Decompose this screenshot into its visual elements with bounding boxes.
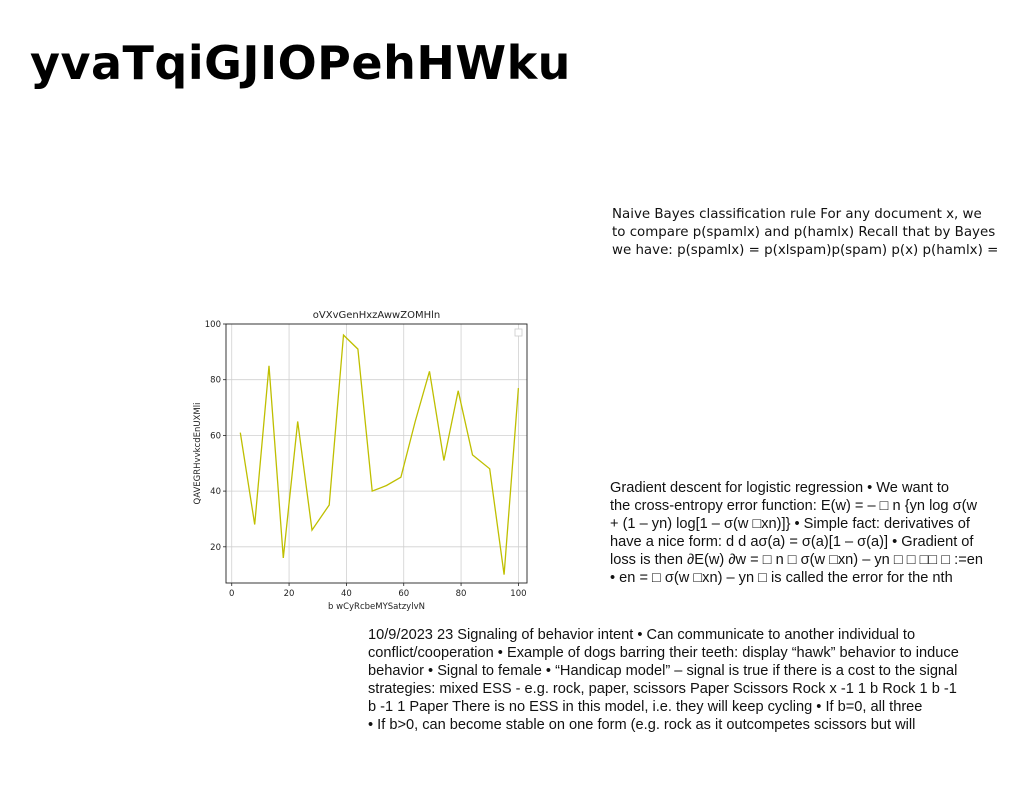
text-block-signaling: 10/9/2023 23 Signaling of behavior inten… — [368, 626, 1020, 734]
y-tick-label: 20 — [210, 543, 221, 553]
y-tick-label: 80 — [210, 376, 221, 386]
page-title: yvaTqiGJIOPehHWku — [30, 36, 571, 90]
text-line: to compare p(spamlx) and p(hamlx) Recall… — [612, 225, 996, 240]
series-line-0 — [239, 333, 520, 575]
x-tick-label: 60 — [398, 589, 409, 599]
text-line: Gradient descent for logistic regression… — [610, 480, 950, 496]
text-line: b -1 1 Paper There is no ESS in this mod… — [368, 699, 923, 715]
text-line: 10/9/2023 23 Signaling of behavior inten… — [368, 627, 916, 643]
text-line: the cross-entropy error function: E(w) =… — [610, 498, 978, 514]
text-block-naive-bayes: Naive Bayes classification rule For any … — [612, 206, 1012, 260]
text-line: have a nice form: d d aσ(a) = σ(a)[1 – σ… — [610, 534, 974, 550]
text-line: • If b>0, can become stable on one form … — [368, 717, 916, 733]
x-tick-label: 20 — [284, 589, 295, 599]
chart-title: oVXvGenHxzAwwZOMHln — [313, 310, 440, 321]
y-tick-label: 40 — [210, 487, 221, 497]
text-line: strategies: mixed ESS - e.g. rock, paper… — [368, 681, 957, 697]
text-line: behavior • Signal to female • “Handicap … — [368, 663, 958, 679]
x-axis-label: b wCyRcbeMYSatzylvN — [328, 602, 425, 612]
text-line: • en = □ σ(w □xn) – yn □ is called the e… — [610, 570, 953, 586]
text-line: + (1 – yn) log[1 – σ(w □xn)]} • Simple f… — [610, 516, 970, 532]
y-tick-label: 60 — [210, 431, 221, 441]
x-tick-label: 100 — [510, 589, 526, 599]
y-tick-label: 100 — [205, 320, 221, 330]
line-chart: 0 20 40 60 80 100 20 40 60 80 100 oVXvGenHxzAwwZOMH… — [193, 310, 528, 612]
plot-frame — [225, 323, 528, 584]
x-tick-label: 80 — [456, 589, 467, 599]
legend-box — [514, 328, 523, 337]
text-line: Naive Bayes classification rule For any … — [612, 207, 982, 222]
x-tick-label: 0 — [229, 589, 234, 599]
plot-area — [226, 324, 527, 583]
y-axis-label: QAVEGRHvvkcdEnUXMli — [193, 403, 203, 505]
x-tick-label: 40 — [341, 589, 352, 599]
text-block-gradient-descent: Gradient descent for logistic regression… — [610, 479, 1020, 587]
text-line: loss is then ∂E(w) ∂w = □ n □ σ(w □xn) –… — [610, 552, 983, 568]
text-line: conflict/cooperation • Example of dogs b… — [368, 645, 959, 661]
text-line: we have: p(spamlx) = p(xlspam)p(spam) p(… — [612, 243, 999, 258]
